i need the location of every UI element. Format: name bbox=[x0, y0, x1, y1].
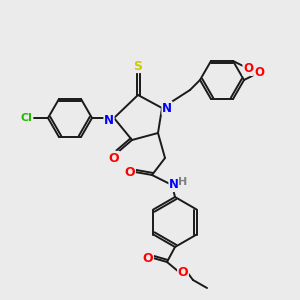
Text: Cl: Cl bbox=[20, 113, 32, 123]
Text: O: O bbox=[125, 167, 135, 179]
Text: O: O bbox=[178, 266, 188, 278]
Text: N: N bbox=[169, 178, 179, 191]
Text: O: O bbox=[143, 251, 153, 265]
Text: O: O bbox=[243, 62, 253, 75]
Text: N: N bbox=[162, 101, 172, 115]
Text: O: O bbox=[109, 152, 119, 164]
Text: S: S bbox=[134, 59, 142, 73]
Text: O: O bbox=[254, 65, 264, 79]
Text: N: N bbox=[104, 113, 114, 127]
Text: H: H bbox=[178, 177, 188, 187]
